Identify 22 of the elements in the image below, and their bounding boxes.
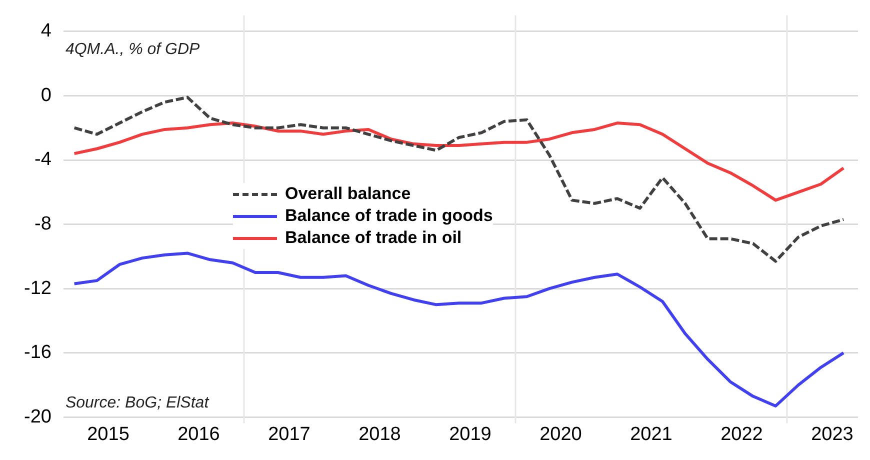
annotation: Source: BoG; ElStat xyxy=(65,394,210,412)
y-tick-label: -8 xyxy=(34,214,52,235)
line-series xyxy=(72,96,846,263)
x-tick-label: 2020 xyxy=(540,424,582,445)
y-tick-label: -4 xyxy=(34,149,52,170)
x-tick-label: 2022 xyxy=(720,424,763,445)
y-tick-label: 4 xyxy=(40,20,52,42)
y-axis-title: 4QM.A., % of GDP xyxy=(65,40,200,58)
x-tick-label: 2018 xyxy=(358,424,401,445)
legend-label: Balance of trade in oil xyxy=(285,228,462,248)
y-tick-label: -12 xyxy=(24,278,52,299)
x-tick-label: 2023 xyxy=(811,424,854,445)
x-tick-label: 2019 xyxy=(449,424,492,445)
legend-label: Overall balance xyxy=(285,184,411,204)
legend-label: Balance of trade in goods xyxy=(285,206,493,226)
x-tick-label: 2021 xyxy=(630,424,672,445)
y-tick-label: -20 xyxy=(24,406,52,428)
x-tick-label: 2016 xyxy=(178,424,220,445)
x-tick-label: 2015 xyxy=(87,424,130,445)
y-tick-label: 0 xyxy=(40,84,52,106)
y-tick-label: -16 xyxy=(24,342,52,364)
x-tick-label: 2017 xyxy=(268,424,310,445)
